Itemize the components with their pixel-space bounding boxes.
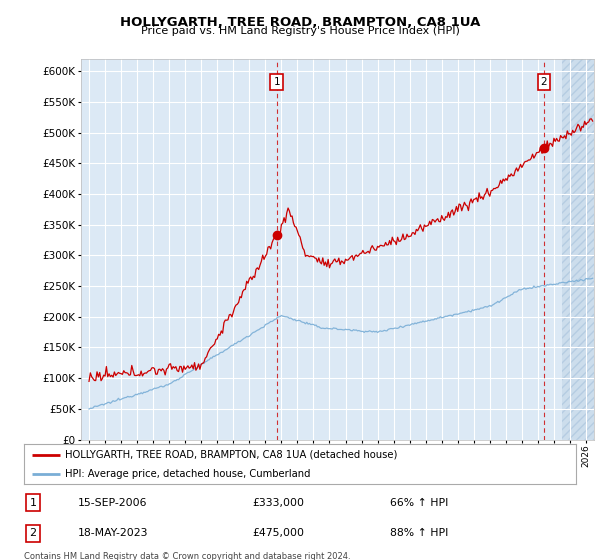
Text: 2: 2: [541, 77, 547, 87]
Text: 2: 2: [29, 529, 37, 538]
Text: Contains HM Land Registry data © Crown copyright and database right 2024.
This d: Contains HM Land Registry data © Crown c…: [24, 552, 350, 560]
Text: £333,000: £333,000: [252, 498, 304, 507]
Bar: [562, 59, 600, 440]
Text: 88% ↑ HPI: 88% ↑ HPI: [390, 529, 448, 538]
Text: 15-SEP-2006: 15-SEP-2006: [78, 498, 148, 507]
Text: 1: 1: [29, 498, 37, 507]
Text: 66% ↑ HPI: 66% ↑ HPI: [390, 498, 448, 507]
Text: HPI: Average price, detached house, Cumberland: HPI: Average price, detached house, Cumb…: [65, 469, 311, 479]
Text: 18-MAY-2023: 18-MAY-2023: [78, 529, 149, 538]
Text: 1: 1: [274, 77, 280, 87]
Text: HOLLYGARTH, TREE ROAD, BRAMPTON, CA8 1UA (detached house): HOLLYGARTH, TREE ROAD, BRAMPTON, CA8 1UA…: [65, 450, 398, 460]
Text: Price paid vs. HM Land Registry's House Price Index (HPI): Price paid vs. HM Land Registry's House …: [140, 26, 460, 36]
Text: HOLLYGARTH, TREE ROAD, BRAMPTON, CA8 1UA: HOLLYGARTH, TREE ROAD, BRAMPTON, CA8 1UA: [120, 16, 480, 29]
Text: £475,000: £475,000: [252, 529, 304, 538]
